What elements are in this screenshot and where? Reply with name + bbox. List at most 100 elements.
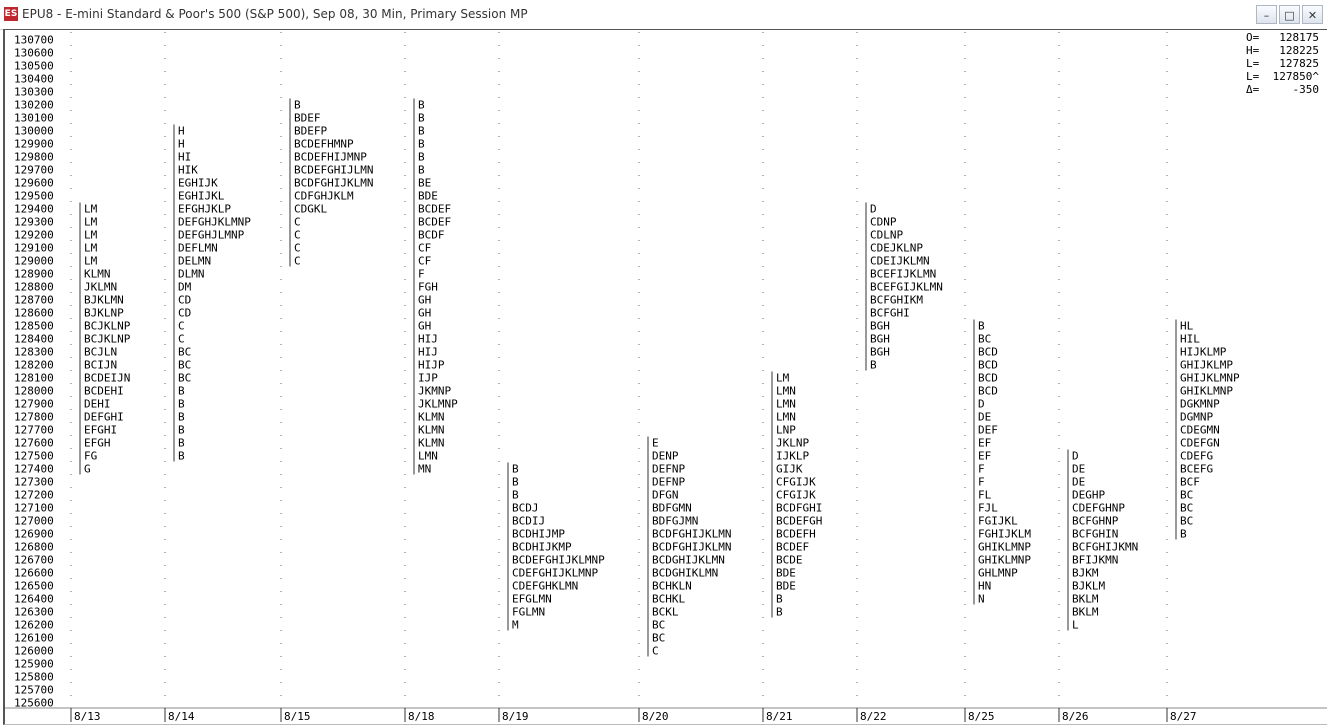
tpo-row: BE [418, 177, 431, 190]
tpo-row: DEFGHI [84, 411, 124, 424]
tpo-row: B [870, 359, 877, 372]
tpo-row: D [870, 203, 877, 216]
tpo-row: HN [978, 580, 991, 593]
tpo-row: BJKLMN [84, 294, 124, 307]
tpo-row: EFGH [84, 437, 111, 450]
tpo-row: H [178, 125, 185, 138]
tpo-row: DEFGHJLMNP [178, 229, 245, 242]
tpo-row: BGH [870, 346, 890, 359]
tpo-row: BCFGHIKM [870, 294, 923, 307]
tpo-row: B [1180, 528, 1187, 541]
y-tick-label: 130300 [14, 86, 54, 99]
tpo-row: BC [178, 372, 191, 385]
tpo-row: B [512, 476, 519, 489]
y-tick-label: 126400 [14, 593, 54, 606]
minimize-button[interactable]: – [1256, 5, 1277, 24]
tpo-row: BC [978, 333, 991, 346]
tpo-row: HI [178, 151, 191, 164]
tpo-row: CD [178, 294, 191, 307]
tpo-row: B [418, 151, 425, 164]
date-label: 8/21 [766, 710, 793, 723]
y-tick-label: 128300 [14, 346, 54, 359]
tpo-row: M [512, 619, 519, 632]
tpo-row: LMN [776, 398, 796, 411]
y-tick-label: 129900 [14, 138, 54, 151]
tpo-row: CDEFG [1180, 450, 1213, 463]
tpo-row: BCDEFGHIJLMN [294, 164, 373, 177]
tpo-row: BGH [870, 333, 890, 346]
tpo-row: GHIJKLMP [1180, 359, 1233, 372]
tpo-row: CDEFGN [1180, 437, 1220, 450]
y-tick-label: 127000 [14, 515, 54, 528]
tpo-row: F [978, 463, 985, 476]
tpo-row: B [512, 463, 519, 476]
tpo-row: BCDEF [418, 203, 451, 216]
tpo-row: BC [178, 359, 191, 372]
close-button[interactable]: ✕ [1302, 5, 1323, 24]
date-label: 8/20 [642, 710, 669, 723]
y-axis: 1307001306001305001304001303001302001301… [5, 31, 1327, 723]
tpo-row: BDFGMN [652, 502, 692, 515]
y-tick-label: 127800 [14, 411, 54, 424]
maximize-button[interactable]: □ [1279, 5, 1300, 24]
tpo-row: BCDEFH [776, 528, 816, 541]
tpo-row: CDLNP [870, 229, 903, 242]
tpo-row: GH [418, 294, 431, 307]
tpo-row: BCHKL [652, 593, 685, 606]
tpo-row: BCD [978, 346, 998, 359]
tpo-row: BCDEFHMNP [294, 138, 354, 151]
tpo-row: FG [84, 450, 97, 463]
tpo-row: JKLMNP [418, 398, 458, 411]
tpo-row: BJKM [1072, 567, 1099, 580]
tpo-row: B [178, 437, 185, 450]
tpo-row: IJKLP [776, 450, 809, 463]
y-tick-label: 126700 [14, 554, 54, 567]
tpo-row: D [978, 398, 985, 411]
tpo-row: EF [978, 437, 991, 450]
y-tick-label: 127100 [14, 502, 54, 515]
y-tick-label: 126300 [14, 606, 54, 619]
y-tick-label: 128200 [14, 359, 54, 372]
tpo-row: GH [418, 307, 431, 320]
tpo-row: B [776, 593, 783, 606]
tpo-row: BCDEHI [84, 385, 124, 398]
tpo-row: BJKLM [1072, 580, 1105, 593]
tpo-row: BCD [978, 359, 998, 372]
tpo-row: CDEFGHKLMN [512, 580, 578, 593]
chart-area[interactable]: 130700 130600 130500 130400 130300 130200 1301… [3, 29, 1327, 725]
tpo-row: BKLM [1072, 606, 1099, 619]
stat-key: L= [1246, 70, 1260, 83]
profiles: LMLMLMLMLMKLMNJKLMNBJKLMNBJKLNPBCJKLNPBC… [79, 98, 1240, 658]
y-tick-label: 125900 [14, 658, 54, 671]
tpo-row: CFGIJK [776, 476, 816, 489]
tpo-row: CDEJKLNP [870, 242, 923, 255]
y-tick-label: 126600 [14, 567, 54, 580]
tpo-row: BCDJ [512, 502, 539, 515]
tpo-row: BCDEF [418, 216, 451, 229]
tpo-row: B [418, 99, 425, 112]
date-label: 8/27 [1170, 710, 1197, 723]
tpo-row: B [418, 125, 425, 138]
y-tick-label: 126800 [14, 541, 54, 554]
tpo-row: BGH [870, 320, 890, 333]
tpo-row: DEFGHJKLMNP [178, 216, 251, 229]
tpo-row: CDEFGHNP [1072, 502, 1125, 515]
tpo-row: BCDEFGHIJKLMNP [512, 554, 605, 567]
tpo-row: H [178, 138, 185, 151]
y-tick-label: 127200 [14, 489, 54, 502]
y-tick-label: 127400 [14, 463, 54, 476]
tpo-row: CDEGMN [1180, 424, 1220, 437]
tpo-row: F [978, 476, 985, 489]
tpo-row: CDEFGHIJKLMNP [512, 567, 598, 580]
tpo-row: FGLMN [512, 606, 545, 619]
y-tick-label: 128500 [14, 320, 54, 333]
tpo-row: BJKLNP [84, 307, 124, 320]
y-tick-label: 125700 [14, 684, 54, 697]
tpo-row: BCJKLNP [84, 320, 131, 333]
title-bar: ES EPU8 - E-mini Standard & Poor's 500 (… [0, 0, 1327, 30]
tpo-row: DE [1072, 476, 1085, 489]
y-tick-label: 126900 [14, 528, 54, 541]
tpo-row: N [978, 593, 985, 606]
y-tick-label: 129500 [14, 190, 54, 203]
y-tick-label: 129300 [14, 216, 54, 229]
